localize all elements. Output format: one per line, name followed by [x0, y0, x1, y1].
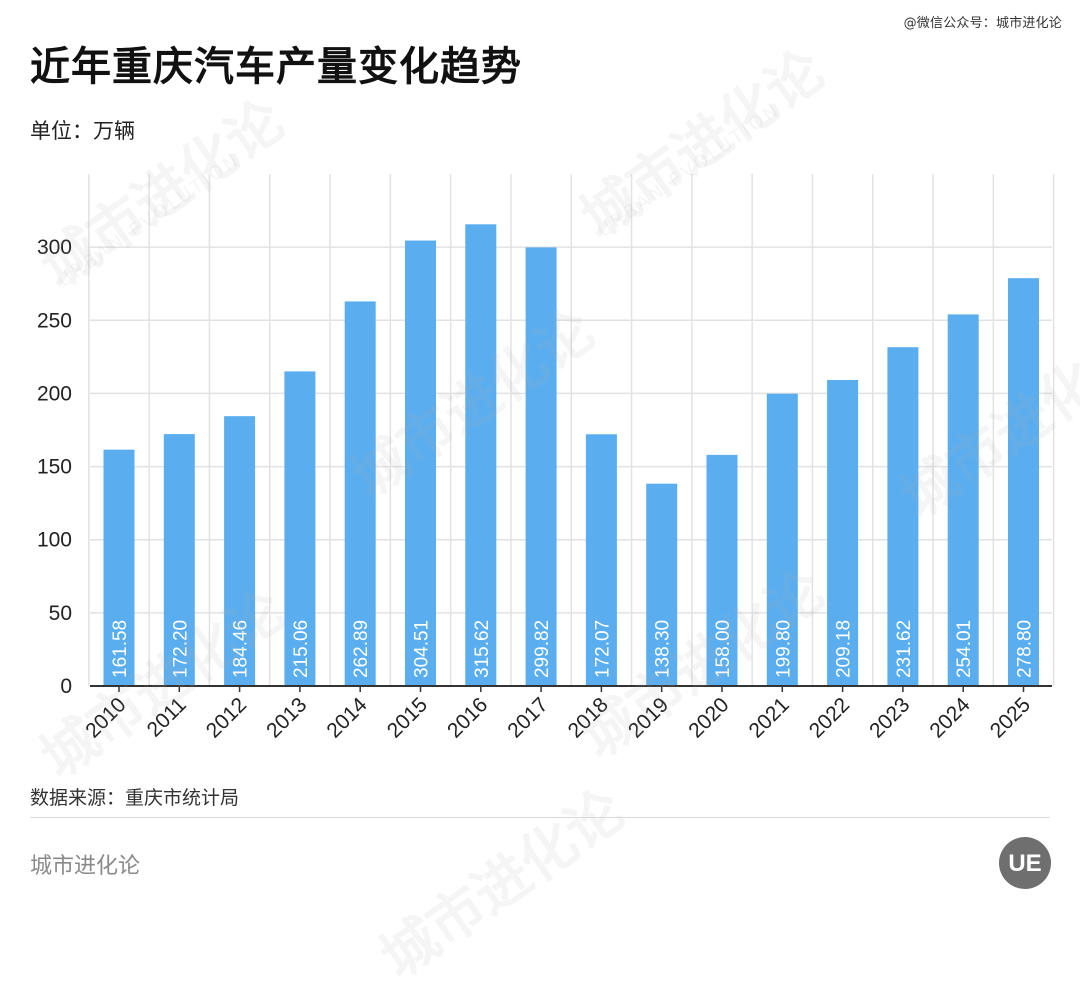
data-label: 215.06: [291, 620, 312, 678]
logo-text: UE: [1008, 850, 1041, 877]
bar: [163, 434, 195, 686]
x-tick-label: 2020: [684, 693, 733, 742]
x-tick-label: 2025: [986, 693, 1035, 742]
data-label: 278.80: [1015, 620, 1036, 678]
bar: [947, 314, 979, 686]
x-tick-label: 2022: [805, 693, 854, 742]
y-tick-label: 300: [37, 236, 72, 259]
y-tick-label: 200: [37, 382, 72, 405]
bar: [766, 393, 798, 686]
x-tick-label: 2012: [202, 693, 251, 742]
data-label: 254.01: [954, 620, 975, 678]
x-tick-label: 2021: [745, 693, 794, 742]
y-tick-label: 250: [37, 309, 72, 332]
bar: [887, 347, 919, 686]
chart-area: 0 50 100 150 200 250 300 2010 2011 2012 2013 2014 20…: [37, 174, 1055, 743]
y-tick-label: 50: [49, 602, 72, 625]
x-tick-label: 2014: [322, 693, 372, 743]
bar: [585, 434, 617, 686]
unit-label: 单位：万辆: [30, 119, 135, 143]
data-label: 161.58: [110, 620, 131, 678]
x-tick-label: 2010: [81, 693, 130, 742]
x-tick-label: 2017: [503, 693, 552, 742]
x-tick-label: 2016: [443, 693, 492, 742]
footer-brand: 城市进化论: [30, 854, 141, 879]
bar: [706, 454, 738, 686]
bar: [525, 247, 557, 686]
footer-divider: [30, 817, 1050, 818]
data-label: 231.62: [894, 620, 915, 678]
data-label: 315.62: [472, 620, 493, 678]
x-tick-label: 2018: [564, 693, 613, 742]
bar: [224, 416, 256, 686]
data-label: 138.30: [653, 620, 674, 678]
bar: [465, 224, 497, 686]
data-label: 172.20: [170, 620, 191, 678]
page-title: 近年重庆汽车产量变化趋势: [30, 44, 522, 90]
data-label: 158.00: [713, 620, 734, 678]
y-tick-label: 150: [37, 456, 72, 479]
data-label: 299.82: [532, 620, 553, 678]
x-tick-label: 2023: [865, 693, 914, 742]
logo-svg: UE: [999, 837, 1051, 889]
data-label: 172.07: [592, 620, 613, 678]
data-label: 209.18: [834, 620, 855, 678]
bar: [344, 301, 376, 686]
bar: [103, 449, 135, 686]
bar: [1008, 278, 1039, 686]
x-tick-label: 2015: [383, 693, 432, 742]
y-tick-label: 100: [37, 529, 72, 552]
data-label: 262.89: [351, 620, 372, 678]
bar: [405, 240, 436, 687]
watermark-account: @微信公众号：城市进化论: [903, 16, 1062, 31]
data-label: 199.80: [773, 620, 794, 678]
x-tick-label: 2013: [262, 693, 311, 742]
bar: [646, 483, 678, 686]
data-source: 数据来源：重庆市统计局: [30, 787, 240, 809]
x-tick-label: 2011: [143, 693, 191, 741]
urban-evolution-logo-icon: UE: [998, 836, 1052, 890]
x-tick-label: 2024: [925, 693, 975, 743]
bar: [284, 371, 316, 686]
data-label: 304.51: [412, 620, 433, 678]
bar: [827, 379, 859, 686]
x-tick-label: 2019: [624, 693, 673, 742]
y-tick-label: 0: [60, 675, 72, 698]
data-label: 184.46: [231, 620, 252, 678]
